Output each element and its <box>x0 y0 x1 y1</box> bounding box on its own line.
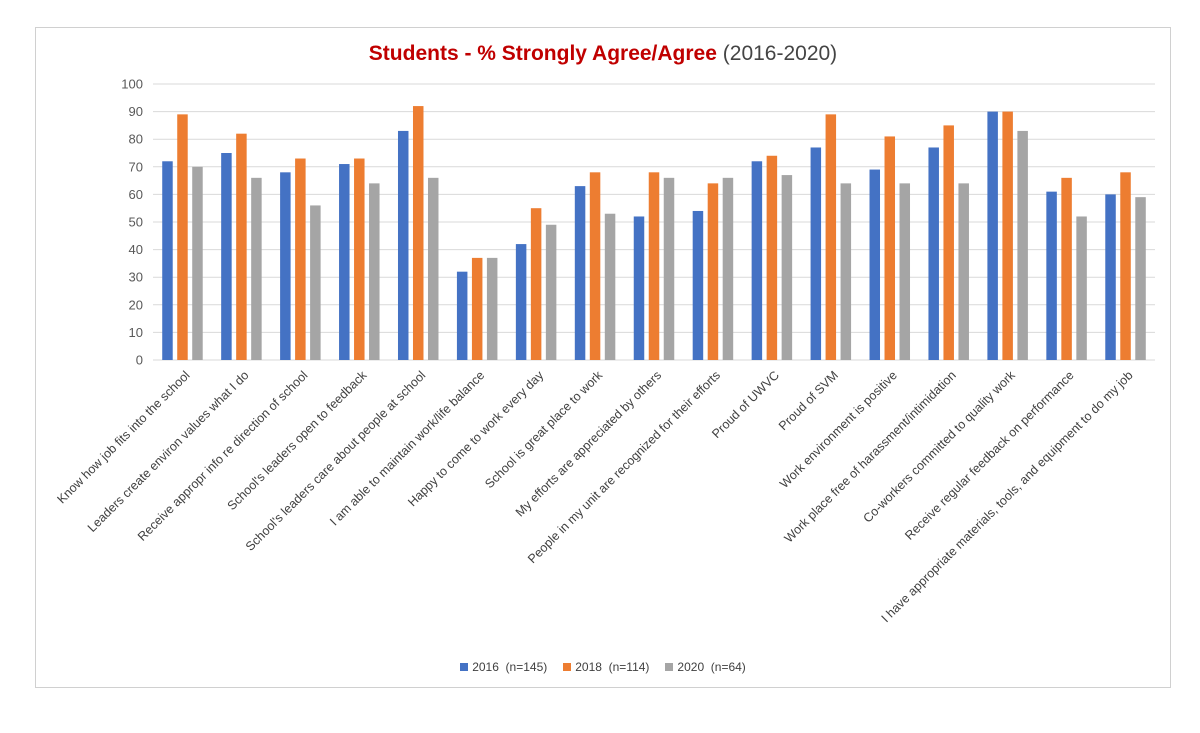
y-tick-label: 10 <box>129 325 143 340</box>
bar-3-3 <box>310 205 321 360</box>
bar-3-16 <box>1076 216 1087 360</box>
y-tick-label: 100 <box>121 77 143 92</box>
bar-1-12 <box>810 147 822 360</box>
bar-2-14 <box>943 125 954 361</box>
y-tick-label: 20 <box>129 297 143 312</box>
bar-3-8 <box>604 213 616 360</box>
bar-1-3 <box>280 172 291 360</box>
category-label: Work environment is positive <box>777 368 900 491</box>
bar-2-13 <box>884 136 896 360</box>
bar-1-14 <box>928 147 939 360</box>
bar-1-1 <box>162 161 173 360</box>
bar-2-3 <box>295 158 306 360</box>
y-tick-label: 80 <box>129 132 143 147</box>
bar-1-2 <box>221 153 232 360</box>
bar-1-6 <box>456 271 468 360</box>
chart-title-subtitle: (2016-2020) <box>722 42 838 65</box>
bar-2-9 <box>648 172 660 360</box>
legend-swatch <box>665 663 674 671</box>
legend-label: 2018 (n=114) <box>575 660 650 674</box>
bar-1-17 <box>1105 194 1116 360</box>
y-tick-label: 30 <box>129 270 143 285</box>
bar-3-10 <box>722 177 734 360</box>
bar-3-12 <box>840 183 852 360</box>
bar-1-16 <box>1046 191 1057 360</box>
bar-2-8 <box>589 172 601 360</box>
bar-2-1 <box>177 114 188 360</box>
category-label: School is great place to work <box>482 368 605 491</box>
y-tick-label: 70 <box>129 159 143 174</box>
y-tick-label: 60 <box>129 187 143 202</box>
bar-2-2 <box>236 133 247 360</box>
bar-2-10 <box>707 183 719 360</box>
bar-1-8 <box>574 186 586 360</box>
legend-swatch <box>563 663 572 671</box>
bar-1-15 <box>987 111 998 360</box>
bar-3-11 <box>781 175 793 360</box>
bar-1-10 <box>692 210 704 360</box>
legend-item: 2020 (n=64) <box>665 660 746 674</box>
legend-item: 2018 (n=114) <box>563 660 649 674</box>
bar-1-13 <box>869 169 881 360</box>
y-tick-label: 90 <box>129 104 143 119</box>
chart-frame: Students - % Strongly Agree/Agree (2016-… <box>35 27 1171 688</box>
bar-1-7 <box>515 244 527 360</box>
bar-2-7 <box>530 208 542 360</box>
bar-3-15 <box>1017 130 1028 360</box>
chart-legend: 2016 (n=145) 2018 (n=114) 2020 (n=64) <box>36 660 1170 674</box>
bar-1-11 <box>751 161 763 360</box>
bar-2-6 <box>471 257 483 360</box>
bar-3-9 <box>663 177 675 360</box>
bar-2-17 <box>1120 172 1131 360</box>
legend-label: 2020 (n=64) <box>677 660 746 674</box>
bar-2-11 <box>766 155 778 360</box>
bar-3-17 <box>1135 197 1146 360</box>
bar-3-7 <box>545 224 557 360</box>
category-label: Proud of SVM <box>776 368 841 433</box>
bar-3-4 <box>369 183 380 360</box>
bar-2-4 <box>354 158 365 360</box>
legend-item: 2016 (n=145) <box>460 660 547 674</box>
chart-title: Students - % Strongly Agree/Agree (2016-… <box>36 42 1170 66</box>
bar-2-5 <box>412 106 424 360</box>
bar-3-13 <box>899 183 911 360</box>
y-tick-label: 0 <box>136 353 143 368</box>
y-tick-label: 50 <box>129 215 143 230</box>
bar-3-14 <box>958 183 969 360</box>
bar-2-12 <box>825 114 837 360</box>
bar-3-6 <box>486 257 498 360</box>
chart-title-main: Students - % Strongly Agree/Agree <box>368 42 717 65</box>
bar-3-1 <box>192 166 203 360</box>
bar-1-5 <box>397 130 409 360</box>
bar-2-15 <box>1002 111 1013 360</box>
legend-swatch <box>460 663 469 671</box>
bar-1-4 <box>339 164 350 360</box>
legend-label: 2016 (n=145) <box>472 660 548 674</box>
bar-3-5 <box>427 177 439 360</box>
bar-1-9 <box>633 216 645 360</box>
bar-3-2 <box>251 177 262 360</box>
bar-2-16 <box>1061 177 1072 360</box>
y-tick-label: 40 <box>129 242 143 257</box>
